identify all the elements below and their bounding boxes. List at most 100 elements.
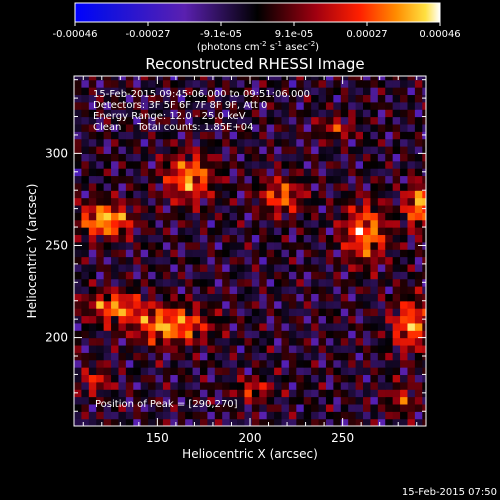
heatmap-cell [340, 337, 349, 346]
heatmap-cell [422, 286, 426, 294]
heatmap-cell [125, 76, 134, 81]
heatmap-cell [355, 403, 364, 412]
heatmap-cell [192, 418, 201, 426]
heatmap-cell [325, 352, 334, 361]
heatmap-cell [422, 263, 426, 272]
heatmap-cell [199, 87, 208, 96]
heatmap-cell [140, 300, 149, 309]
heatmap-cell [325, 271, 334, 280]
heatmap-cell [81, 263, 90, 272]
heatmap-cell [333, 263, 342, 272]
heatmap-cell [340, 389, 349, 398]
heatmap-cell [148, 374, 157, 383]
heatmap-cell [288, 286, 297, 294]
heatmap-cell [266, 337, 275, 346]
heatmap-cell [251, 79, 260, 88]
heatmap-cell [185, 234, 194, 243]
heatmap-cell [177, 411, 186, 420]
heatmap-cell [251, 337, 260, 346]
heatmap-cell [125, 116, 134, 125]
heatmap-cell [348, 249, 357, 258]
heatmap-cell [199, 249, 208, 258]
heatmap-cell [148, 153, 157, 162]
heatmap-cell [400, 374, 409, 383]
heatmap-cell [103, 109, 112, 118]
heatmap-cell [162, 256, 171, 265]
heatmap-cell [237, 182, 246, 191]
heatmap-cell [303, 359, 312, 368]
heatmap-cell [170, 109, 179, 118]
heatmap-cell [303, 160, 312, 169]
heatmap-cell [400, 359, 409, 368]
heatmap-cell [229, 271, 238, 280]
heatmap-cell [407, 101, 416, 110]
heatmap-cell [88, 101, 97, 110]
heatmap-cell [385, 344, 394, 353]
heatmap-cell [281, 381, 290, 390]
heatmap-cell [400, 212, 409, 221]
heatmap-cell [259, 315, 268, 324]
heatmap-cell [133, 344, 142, 353]
heatmap-cell [414, 271, 423, 280]
heatmap-cell [192, 300, 201, 309]
heatmap-cell [266, 263, 275, 272]
heatmap-cell [155, 286, 164, 294]
heatmap-cell [177, 256, 186, 265]
heatmap-cell [133, 190, 142, 199]
heatmap-cell [148, 79, 157, 88]
heatmap-cell [325, 344, 334, 353]
heatmap-cell [274, 175, 283, 184]
heatmap-cell [370, 160, 379, 169]
heatmap-cell [81, 300, 90, 309]
heatmap-cell [333, 116, 342, 125]
heatmap-cell [111, 153, 120, 162]
heatmap-cell [199, 182, 208, 191]
heatmap-cell [207, 168, 216, 177]
heatmap-cell [333, 418, 342, 426]
heatmap-cell [214, 87, 223, 96]
heatmap-cell [340, 403, 349, 412]
heatmap-cell [274, 204, 283, 213]
heatmap-cell [303, 234, 312, 243]
heatmap-cell [311, 116, 320, 125]
info-line-time: 15-Feb-2015 09:45:06.000 to 09:51:06.000 [93, 89, 310, 100]
heatmap-cell [400, 227, 409, 236]
heatmap-cell [303, 374, 312, 383]
heatmap-cell [355, 190, 364, 199]
heatmap-cell [355, 175, 364, 184]
heatmap-cell [259, 204, 268, 213]
heatmap-cell [333, 330, 342, 339]
heatmap-cell [274, 153, 283, 162]
heatmap-cell [133, 76, 142, 81]
heatmap-cell [392, 87, 401, 96]
heatmap-cell [392, 146, 401, 154]
heatmap-cell [385, 337, 394, 346]
heatmap-cell [385, 263, 394, 272]
heatmap-cell [392, 182, 401, 191]
heatmap-cell [318, 374, 327, 383]
heatmap-cell [422, 396, 426, 405]
heatmap-cell [311, 352, 320, 361]
heatmap-cell [237, 123, 246, 132]
heatmap-cell [162, 396, 171, 405]
heatmap-cell [325, 418, 334, 426]
heatmap-cell [96, 76, 105, 81]
heatmap-cell [370, 87, 379, 96]
heatmap-cell [229, 374, 238, 383]
heatmap-cell [125, 79, 134, 88]
heatmap-cell [266, 153, 275, 162]
heatmap-cell [325, 79, 334, 88]
heatmap-cell [311, 94, 320, 103]
heatmap-cell [251, 153, 260, 162]
heatmap-cell [111, 116, 120, 125]
heatmap-cell [192, 87, 201, 96]
heatmap-cell [251, 315, 260, 324]
heatmap-cell [133, 352, 142, 361]
heatmap-cell [407, 256, 416, 265]
heatmap-cell [207, 418, 216, 426]
heatmap-cell [333, 138, 342, 147]
heatmap-cell [318, 359, 327, 368]
heatmap-cell [407, 131, 416, 140]
heatmap-cell [133, 153, 142, 162]
heatmap-cell [81, 123, 90, 132]
